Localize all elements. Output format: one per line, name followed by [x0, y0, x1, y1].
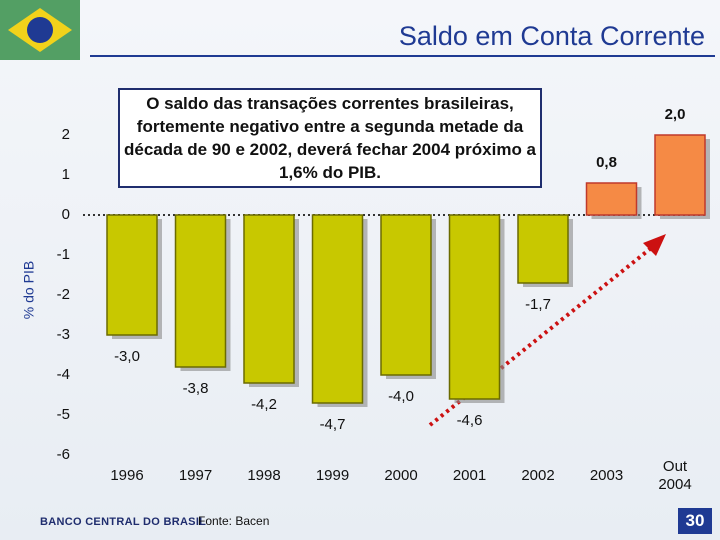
bar [654, 134, 706, 216]
x-tick-label: 2003 [589, 467, 624, 484]
value-label: -3,0 [114, 348, 140, 365]
value-label: -4,0 [388, 388, 414, 405]
value-label: -4,7 [320, 416, 346, 433]
x-tick-label: 1999 [315, 467, 350, 484]
y-tick-label: -3 [57, 326, 70, 343]
page-number: 30 [678, 508, 712, 534]
y-tick-label: -2 [57, 286, 70, 303]
y-tick-label: -6 [57, 446, 70, 463]
flag-circle [27, 17, 53, 43]
bar [517, 214, 569, 284]
bar [174, 214, 227, 368]
brand: BANCO CENTRAL DO BRASIL [40, 516, 207, 528]
y-tick-label: 2 [62, 126, 70, 143]
y-tick-label: -4 [57, 366, 70, 383]
bar [243, 214, 295, 384]
y-tick-label: -1 [57, 246, 70, 263]
bar [448, 214, 501, 400]
bar [311, 214, 364, 404]
value-label: -3,8 [183, 380, 209, 397]
x-tick-label: 1998 [247, 467, 281, 484]
value-label: -1,7 [525, 296, 551, 313]
bar [585, 182, 638, 216]
annotation: O saldo das transações correntes brasile… [118, 88, 542, 188]
trend-arrow [428, 243, 657, 427]
value-label: 0,8 [596, 154, 617, 171]
y-tick-label: -5 [57, 406, 70, 423]
x-tick-label: 1996 [110, 467, 144, 484]
value-label: -4,6 [457, 412, 483, 429]
x-tick-label: 2002 [521, 467, 555, 484]
chart-title: Saldo em Conta Corrente [399, 21, 705, 51]
y-axis-label: % do PIB [21, 261, 37, 319]
bar [380, 214, 432, 376]
source: Fonte: Bacen [198, 514, 270, 528]
x-tick-label: 2001 [452, 467, 487, 484]
x-tick-label: Out 2004 [658, 458, 692, 493]
value-label: -4,2 [251, 396, 277, 413]
x-tick-label: 1997 [178, 467, 213, 484]
value-label: 2,0 [665, 106, 686, 123]
x-tick-label: 2000 [384, 467, 418, 484]
y-tick-label: 0 [62, 206, 70, 223]
y-tick-label: 1 [62, 166, 70, 183]
trend-arrowhead [643, 234, 666, 256]
bar [106, 214, 158, 336]
